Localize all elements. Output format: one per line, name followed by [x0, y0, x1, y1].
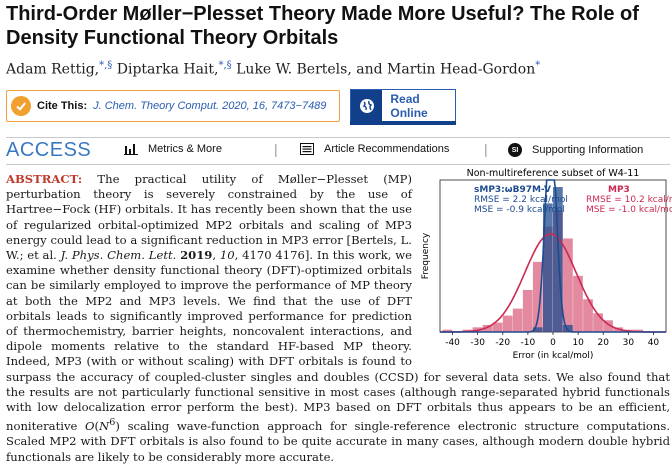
legend-smp3-mse: MSE = -0.9 kcal/mol — [474, 205, 565, 215]
x-tick-label: -10 — [521, 338, 536, 348]
article-recommendations-button[interactable]: Article Recommendations — [300, 143, 449, 155]
author-name[interactable]: and Martin Head-Gordon — [356, 61, 536, 78]
access-label: ACCESS — [6, 139, 92, 161]
histogram-bar-mp3 — [593, 313, 603, 332]
x-tick-label: -40 — [445, 338, 460, 348]
article-icon — [300, 143, 314, 155]
metrics-label: Metrics & More — [148, 143, 222, 155]
abstract-order-exp: 6 — [109, 417, 116, 429]
x-tick-label: 10 — [572, 338, 584, 348]
legend-mp3-mse: MSE = -1.0 kcal/mol — [586, 205, 672, 215]
chart-title: Non-multireference subset of W4-11 — [467, 168, 640, 179]
x-tick-label: 40 — [648, 338, 660, 348]
separator: | — [484, 141, 488, 157]
histogram-bar-mp3 — [492, 322, 503, 332]
cite-journal-name: J. Chem. Theory Comput. — [93, 100, 220, 112]
author-affiliation: *,§ — [218, 60, 232, 71]
histogram-bar-smp3 — [542, 203, 553, 332]
histogram-bar-smp3 — [532, 327, 543, 332]
histogram-bar-smp3 — [553, 187, 563, 332]
abstract-journal: J. Phys. Chem. Lett. — [60, 248, 177, 263]
x-tick-label: 0 — [550, 338, 556, 348]
recommendations-label: Article Recommendations — [324, 143, 450, 155]
metrics-and-more-button[interactable]: Metrics & More — [124, 143, 222, 155]
abstract: Non-multireference subset of W4-11 -40 -30… — [6, 168, 672, 465]
cite-reference: 2020, 16, 7473−7489 — [222, 100, 327, 112]
read-online-underline — [350, 121, 456, 125]
read-online-label: Read Online — [390, 92, 428, 120]
globe-icon — [351, 90, 383, 122]
histogram-bar-mp3 — [563, 238, 573, 332]
histogram-bar-mp3 — [442, 329, 453, 332]
abstract-order-o: O — [85, 419, 95, 434]
abstract-volume: 10 — [219, 248, 235, 263]
author-name[interactable]: Diptarka Hait, — [116, 61, 219, 78]
legend-smp3-rmse: RMSE = 2.2 kcal/mol — [474, 195, 568, 205]
access-bar: ACCESS Metrics & More | Article Recommen… — [6, 137, 670, 165]
x-tick-label: -20 — [495, 338, 510, 348]
x-tick-label: 30 — [623, 338, 635, 348]
toc-graphic: Non-multireference subset of W4-11 -40 -30… — [418, 166, 672, 364]
abstract-pages: , 4170 4176]. In this work, we examine w… — [6, 248, 670, 434]
supporting-information-button[interactable]: SI Supporting Information — [508, 143, 643, 157]
legend-mp3-rmse: RMSE = 10.2 kcal/mol — [586, 195, 672, 205]
abstract-order-n: N — [99, 419, 110, 434]
histogram-bar-mp3 — [502, 315, 513, 332]
check-icon — [11, 96, 31, 116]
si-badge-icon: SI — [508, 143, 522, 157]
histogram-bar-mp3 — [512, 308, 523, 332]
histogram-bar-smp3 — [563, 324, 573, 332]
fit-curve-mp3 — [440, 233, 666, 333]
histogram-bar-mp3 — [482, 324, 493, 332]
histogram-bar-mp3 — [522, 289, 533, 332]
author-affiliation: * — [535, 60, 541, 71]
x-tick-label: 20 — [597, 338, 609, 348]
x-axis-label: Error (in kcal/mol) — [513, 351, 594, 361]
histogram-chart: Non-multireference subset of W4-11 -40 -30… — [421, 168, 672, 361]
abstract-label: ABSTRACT: — [6, 172, 83, 186]
author-name[interactable]: Luke W. Bertels, — [236, 61, 352, 78]
histogram-bar-mp3 — [603, 320, 613, 332]
histogram-bar-mp3 — [573, 275, 583, 332]
abstract-text-1: The practical utility of Møller−Plesset … — [6, 172, 412, 263]
abstract-year: 2019 — [180, 248, 213, 263]
histogram-bar-mp3 — [583, 299, 593, 332]
legend-mp3-name: MP3 — [608, 185, 630, 195]
histogram-bar-mp3 — [532, 261, 543, 332]
x-tick-label: -30 — [470, 338, 485, 348]
legend-smp3-name: sMP3:ωB97M-V — [474, 185, 551, 195]
cite-this-box[interactable]: Cite This: J. Chem. Theory Comput. 2020,… — [6, 90, 340, 122]
author-name[interactable]: Adam Rettig, — [6, 61, 100, 78]
y-axis-label: Frequency — [421, 232, 431, 279]
cite-journal[interactable]: J. Chem. Theory Comput. 2020, 16, 7473−7… — [93, 100, 326, 112]
cite-label: Cite This: — [37, 100, 88, 112]
histogram-bar-mp3 — [633, 329, 644, 332]
bar-chart-icon — [124, 144, 138, 155]
article-title: Third-Order Møller−Plesset Theory Made M… — [6, 3, 639, 49]
read-online-button[interactable]: Read Online — [350, 89, 456, 123]
supporting-label: Supporting Information — [532, 144, 644, 156]
author-list: Adam Rettig,*,§ Diptarka Hait,*,§ Luke W… — [6, 58, 540, 78]
author-affiliation: *,§ — [99, 60, 113, 71]
separator: | — [274, 141, 278, 157]
